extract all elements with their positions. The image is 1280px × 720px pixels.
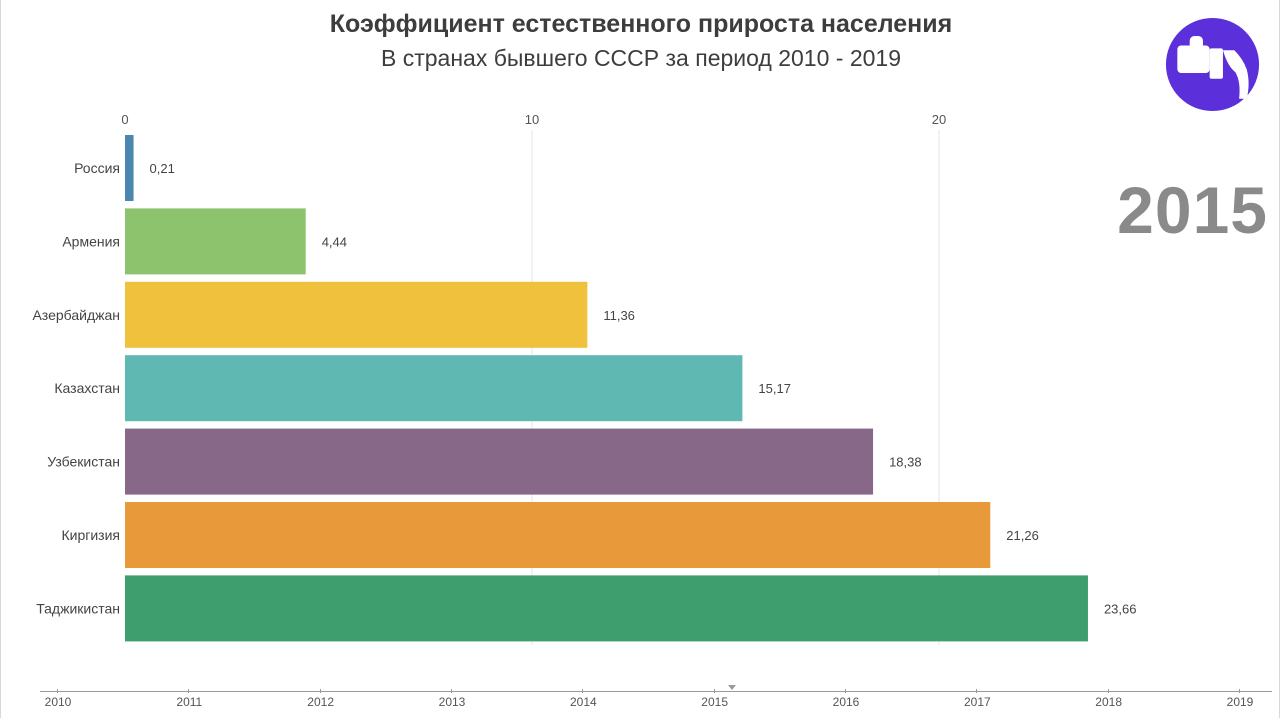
- value-label: 11,36: [603, 308, 635, 323]
- timeline-year-label[interactable]: 2019: [1215, 689, 1265, 709]
- x-tick-label: 0: [121, 112, 128, 127]
- value-label: 18,38: [889, 455, 922, 470]
- x-tick-label: 20: [932, 112, 946, 127]
- category-label: Киргизия: [61, 527, 120, 543]
- bar: [125, 208, 306, 275]
- category-label: Таджикистан: [36, 600, 120, 616]
- bar: [125, 428, 874, 495]
- timeline-year-label[interactable]: 2013: [427, 689, 477, 709]
- value-label: 15,17: [758, 381, 791, 396]
- bar: [125, 355, 743, 422]
- category-label: Армения: [62, 233, 120, 249]
- value-label: 21,26: [1006, 528, 1039, 543]
- x-tick-label: 10: [525, 112, 539, 127]
- timeline-year-label[interactable]: 2016: [821, 689, 871, 709]
- year-timeline[interactable]: 2010 2011 2012 2013 2014 2015 2016 2017 2018 2019: [40, 685, 1272, 720]
- timeline-year-label[interactable]: 2018: [1084, 689, 1134, 709]
- value-label: 23,66: [1104, 601, 1137, 616]
- chart-title: Коэффициент естественного прироста насел…: [329, 10, 953, 38]
- timeline-position-marker[interactable]: [727, 685, 736, 690]
- timeline-axis: [40, 691, 1272, 692]
- category-label: Узбекистан: [47, 454, 120, 470]
- timeline-year-label[interactable]: 2017: [952, 689, 1002, 709]
- value-label: 0,21: [150, 161, 175, 176]
- current-year-label: 2015: [1117, 173, 1268, 247]
- bar-chart: 0 10 20 Россия 0,21 Армения 4,44 Азербайджан 11,…: [32, 112, 1137, 645]
- bar: [125, 135, 134, 201]
- thumbs-down-icon: [1165, 17, 1260, 112]
- timeline-year-label[interactable]: 2015: [690, 689, 740, 709]
- chart-subtitle: В странах бывшего СССР за период 2010 - …: [380, 45, 901, 71]
- timeline-year-label[interactable]: 2011: [164, 689, 214, 709]
- category-label: Россия: [74, 160, 120, 176]
- category-label: Казахстан: [54, 380, 120, 396]
- bar: [125, 281, 588, 348]
- timeline-year-label[interactable]: 2014: [558, 689, 608, 709]
- category-label: Азербайджан: [32, 307, 120, 323]
- bar: [125, 575, 1088, 642]
- value-label: 4,44: [322, 234, 347, 249]
- timeline-years: 2010 2011 2012 2013 2014 2015 2016 2017 2018 2019: [40, 688, 1272, 718]
- timeline-year-label[interactable]: 2010: [33, 689, 83, 709]
- timeline-year-label[interactable]: 2012: [296, 689, 346, 709]
- bar: [125, 502, 991, 568]
